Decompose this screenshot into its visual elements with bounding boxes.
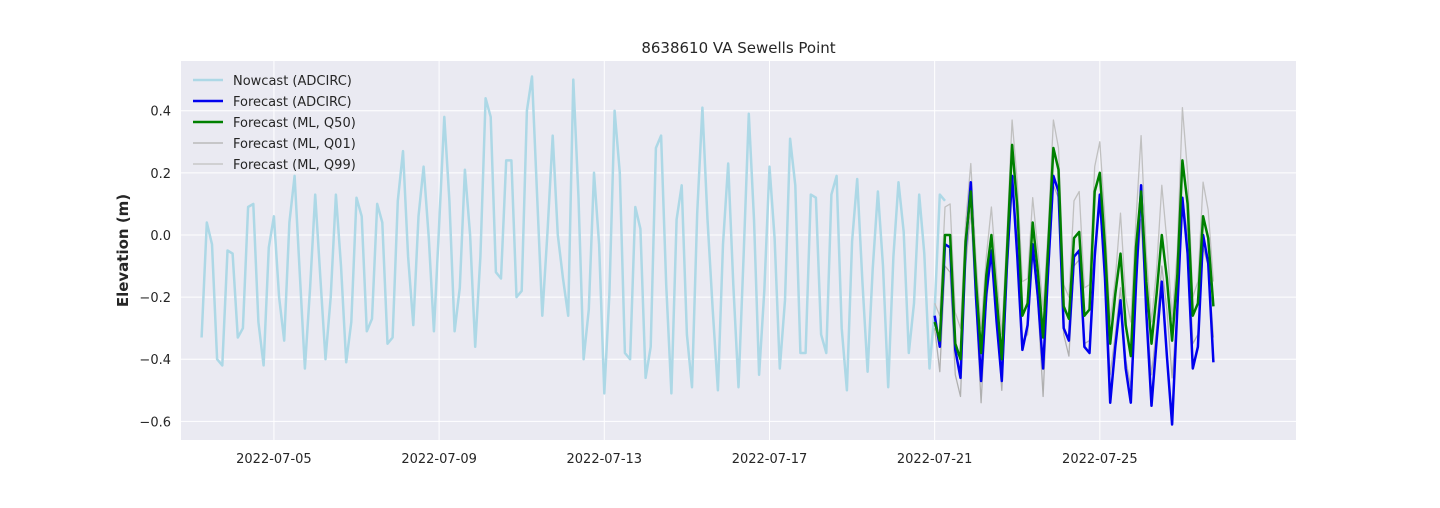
chart-title: 8638610 VA Sewells Point [641,39,835,57]
x-tick-label: 2022-07-21 [897,452,973,467]
y-tick-label: 0.0 [150,229,171,244]
legend-label: Forecast (ML, Q99) [233,158,356,173]
y-tick-label: 0.4 [150,105,171,120]
series-line-0 [200,75,946,395]
y-axis-label: Elevation (m) [114,194,132,307]
series-line-4 [934,106,1215,336]
y-tick-label: −0.2 [139,291,171,306]
series-line-2 [933,143,1215,361]
y-tick-label: −0.6 [139,415,171,430]
legend: Nowcast (ADCIRC) Forecast (ADCIRC) Forecas… [193,74,356,173]
y-tick-labels: 0.4 0.2 0.0 −0.2 −0.4 −0.6 [139,105,171,431]
legend-label: Forecast (ADCIRC) [233,95,352,110]
y-tick-label: −0.4 [139,353,171,368]
x-tick-label: 2022-07-17 [732,452,808,467]
x-tick-label: 2022-07-13 [567,452,643,467]
x-tick-label: 2022-07-09 [401,452,477,467]
x-tick-label: 2022-07-25 [1062,452,1138,467]
legend-label: Forecast (ML, Q50) [233,116,356,131]
x-tick-label: 2022-07-05 [236,452,312,467]
legend-label: Nowcast (ADCIRC) [233,74,352,89]
series-layer [200,75,1215,426]
legend-label: Forecast (ML, Q01) [233,137,356,152]
y-tick-label: 0.2 [150,167,171,182]
x-tick-labels: 2022-07-05 2022-07-09 2022-07-13 2022-07-17… [236,452,1137,467]
